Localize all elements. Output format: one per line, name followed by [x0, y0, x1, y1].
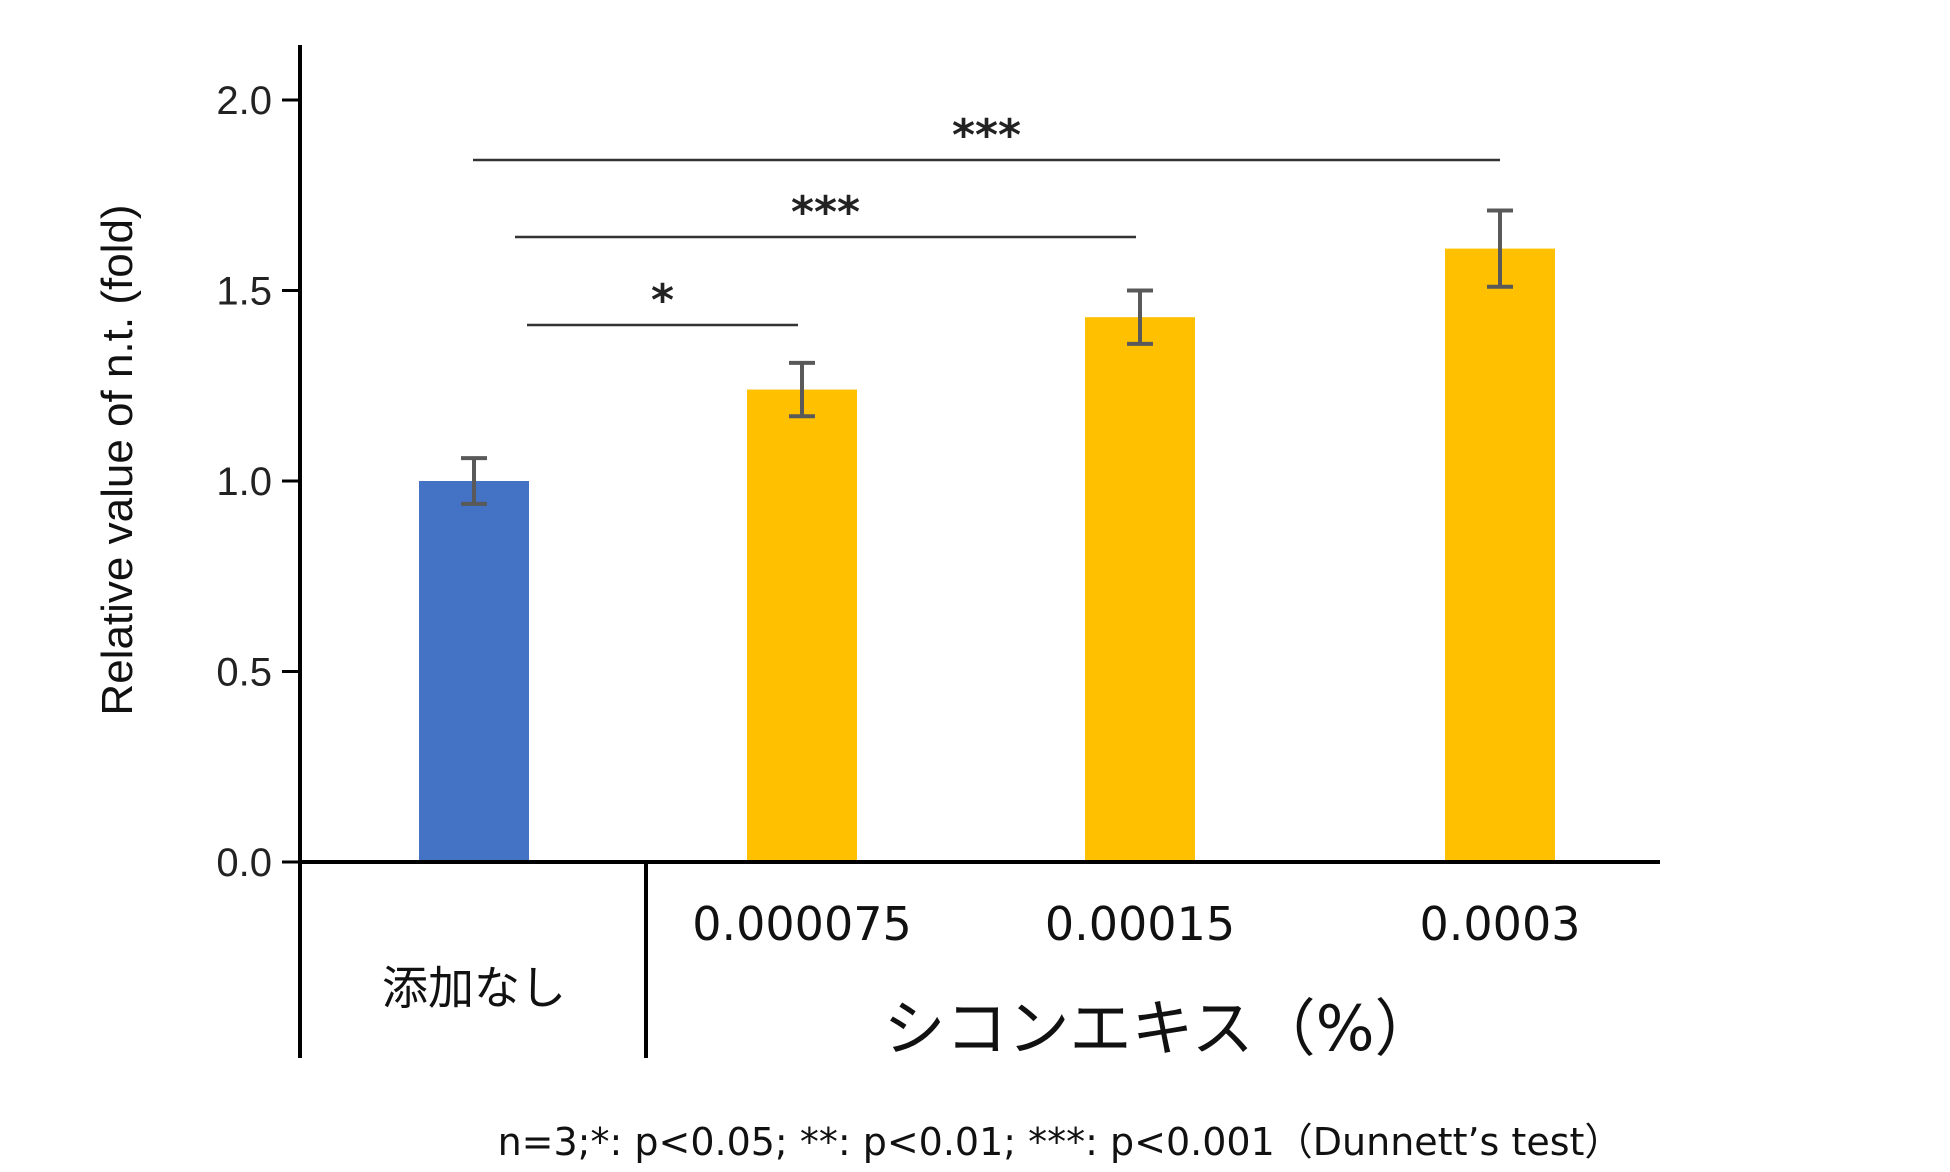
- y-tick-label: 2.0: [216, 79, 272, 123]
- category-label-dose-2: 0.00015: [1045, 897, 1235, 951]
- y-axis-title: Relative value of n.t. (fold): [93, 204, 142, 715]
- significance-label: *: [651, 275, 674, 326]
- bar: [1085, 317, 1195, 862]
- y-tick-label: 1.0: [216, 460, 272, 504]
- x-axis-group-title: シコンエキス（%）: [883, 992, 1436, 1065]
- y-tick-label: 0.5: [216, 651, 272, 695]
- significance-label: ***: [952, 110, 1021, 161]
- bar: [1445, 248, 1555, 863]
- significance-brackets: *******: [473, 110, 1500, 327]
- y-axis-ticks: 0.0 0.5 1.0 1.5 2.0: [216, 79, 300, 885]
- category-label-control: 添加なし: [382, 961, 566, 1015]
- bars: [419, 248, 1555, 863]
- bar: [419, 481, 529, 862]
- category-label-dose-3: 0.0003: [1420, 897, 1581, 951]
- footnote: n=3;*: p<0.05; **: p<0.01; ***: p<0.001（…: [498, 1120, 1623, 1164]
- significance-label: ***: [791, 187, 860, 238]
- bar: [747, 389, 857, 862]
- y-tick-label: 1.5: [216, 270, 272, 314]
- category-label-dose-1: 0.000075: [692, 897, 912, 951]
- y-tick-label: 0.0: [216, 841, 272, 885]
- error-bars: [461, 208, 1513, 506]
